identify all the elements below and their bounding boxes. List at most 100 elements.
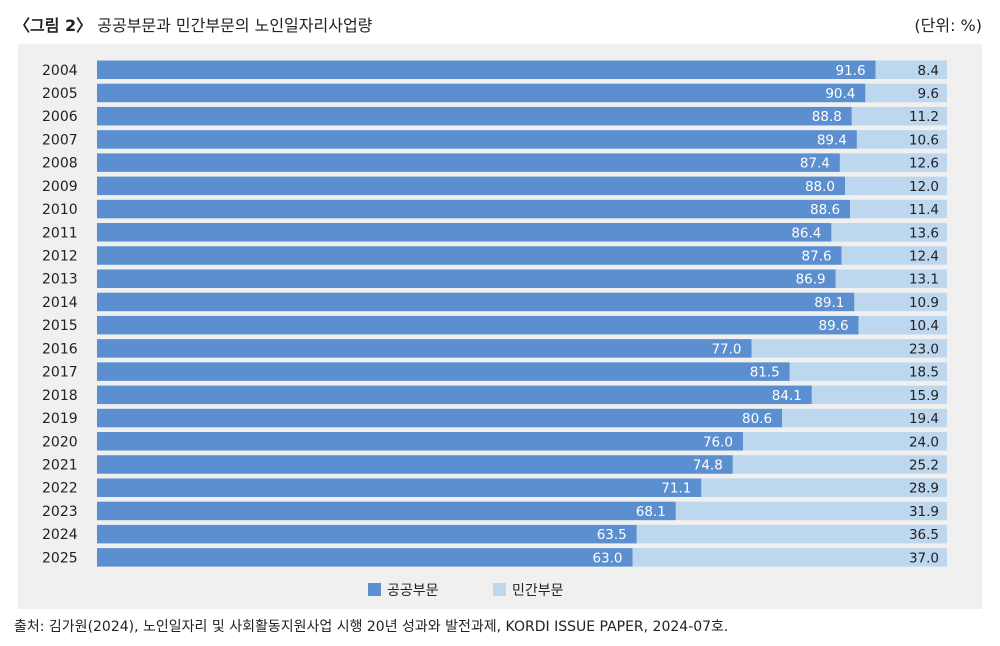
value-label-public: 89.1 [814, 295, 844, 311]
value-label-private: 18.5 [909, 365, 939, 381]
figure-title: 〈그림 2〉 공공부문과 민간부문의 노인일자리사업량 [14, 12, 372, 36]
bar-private [701, 478, 947, 497]
figure-header: 〈그림 2〉 공공부문과 민간부문의 노인일자리사업량 (단위: %) [14, 8, 986, 36]
year-label: 2006 [42, 109, 78, 125]
bar-private [850, 199, 947, 219]
value-label-private: 31.9 [909, 504, 939, 520]
legend-label-public: 공공부문 [387, 583, 439, 599]
value-label-public: 81.5 [750, 365, 780, 381]
bar-public [97, 408, 783, 428]
value-label-private: 8.4 [918, 63, 939, 79]
value-label-public: 80.6 [742, 411, 772, 427]
source-note: 출처: 김가원(2024), 노인일자리 및 사회활동지원사업 시행 20년 성… [14, 619, 729, 635]
value-label-public: 89.4 [817, 132, 847, 148]
bar-private [845, 176, 947, 196]
value-label-private: 19.4 [909, 411, 939, 427]
value-label-public: 88.0 [805, 179, 835, 195]
bar-public [97, 176, 845, 196]
value-label-private: 12.4 [909, 249, 939, 265]
bar-private [789, 362, 947, 381]
stacked-bar-chart: 2004 91.6 8.4 2005 90.4 9.6 2006 88.8 11.2 2007 89… [42, 60, 947, 599]
bar-private [632, 548, 947, 567]
value-label-public: 91.6 [836, 63, 866, 79]
year-label: 2021 [42, 457, 78, 473]
value-label-private: 12.0 [909, 179, 939, 195]
value-label-public: 86.9 [796, 272, 826, 288]
value-label-private: 24.0 [909, 434, 939, 450]
bar-private [839, 153, 947, 172]
bar-public [97, 83, 866, 103]
bar-private [636, 524, 947, 544]
value-label-private: 13.1 [909, 272, 939, 288]
bar-private [675, 501, 947, 521]
chart-panel: 2004 91.6 8.4 2005 90.4 9.6 2006 88.8 11.2 2007 89… [18, 44, 982, 609]
year-label: 2010 [42, 202, 78, 218]
bar-public [97, 60, 876, 79]
year-label: 2025 [42, 550, 78, 566]
legend-swatch-private [493, 583, 506, 596]
bar-public [97, 548, 633, 567]
year-label: 2019 [42, 411, 78, 427]
year-label: 2014 [42, 295, 78, 311]
bar-public [97, 106, 852, 126]
year-label: 2007 [42, 132, 78, 148]
year-label: 2017 [42, 365, 78, 381]
value-label-private: 12.6 [909, 156, 939, 172]
value-label-private: 10.4 [909, 318, 939, 334]
legend-label-private: 민간부문 [512, 583, 564, 599]
value-label-private: 11.2 [909, 109, 939, 125]
bar-private [732, 455, 947, 474]
bar-private [782, 408, 947, 428]
bar-private [865, 83, 947, 103]
year-label: 2009 [42, 179, 78, 195]
year-label: 2024 [42, 527, 78, 543]
bar-private [854, 292, 947, 312]
bar-public [97, 501, 676, 521]
year-label: 2012 [42, 249, 78, 265]
bar-public [97, 199, 851, 219]
legend-swatch-public [368, 583, 381, 596]
bar-private [743, 432, 947, 451]
bar-public [97, 478, 702, 497]
bar-private [856, 130, 947, 149]
year-label: 2016 [42, 341, 78, 357]
value-label-private: 13.6 [909, 225, 939, 241]
bar-public [97, 223, 832, 242]
bar-public [97, 292, 855, 312]
value-label-public: 88.6 [810, 202, 840, 218]
unit-label: (단위: %) [914, 16, 982, 35]
value-label-public: 87.6 [802, 249, 832, 265]
value-label-public: 90.4 [825, 86, 855, 102]
year-label: 2018 [42, 388, 78, 404]
bar-private [858, 315, 947, 335]
bar-public [97, 339, 752, 358]
value-label-private: 15.9 [909, 388, 939, 404]
bar-private [811, 385, 947, 405]
year-label: 2004 [42, 63, 78, 79]
bar-private [875, 60, 947, 79]
year-label: 2015 [42, 318, 78, 334]
bar-public [97, 362, 790, 381]
figure-label: 〈그림 2〉 [14, 16, 93, 35]
value-label-private: 36.5 [909, 527, 939, 543]
bar-public [97, 153, 840, 172]
value-label-public: 76.0 [703, 434, 733, 450]
value-label-public: 86.4 [791, 225, 821, 241]
value-label-private: 28.9 [909, 481, 939, 497]
year-label: 2013 [42, 272, 78, 288]
year-label: 2020 [42, 434, 78, 450]
bar-private [831, 223, 947, 242]
value-label-public: 88.8 [812, 109, 842, 125]
bar-private [835, 269, 947, 288]
value-label-private: 11.4 [909, 202, 939, 218]
value-label-private: 10.9 [909, 295, 939, 311]
value-label-private: 23.0 [909, 341, 939, 357]
figure-title-text: 공공부문과 민간부문의 노인일자리사업량 [97, 16, 373, 35]
bar-public [97, 455, 733, 474]
value-label-public: 89.6 [819, 318, 849, 334]
value-label-private: 10.6 [909, 132, 939, 148]
bar-private [851, 106, 947, 126]
value-label-public: 77.0 [711, 341, 741, 357]
bar-public [97, 269, 836, 288]
bar-public [97, 246, 842, 265]
